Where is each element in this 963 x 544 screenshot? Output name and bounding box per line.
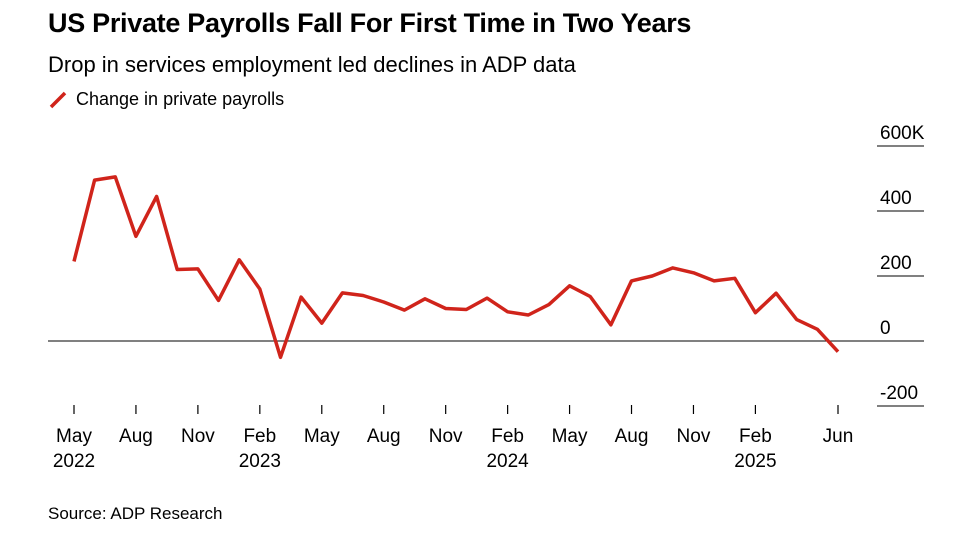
x-tick-label: May [552, 426, 588, 447]
data-point [816, 328, 819, 331]
data-point [444, 307, 447, 310]
data-point [568, 284, 571, 287]
series-line-private-payrolls [72, 175, 840, 360]
data-point [609, 323, 612, 326]
data-point [589, 295, 592, 298]
x-tick-year-label: 2022 [53, 451, 95, 472]
legend: Change in private payrolls [48, 89, 284, 110]
x-tick-year-label: 2023 [239, 451, 281, 472]
data-point [114, 175, 117, 178]
data-point [155, 195, 158, 198]
data-point [424, 297, 427, 300]
x-tick-label: Aug [367, 426, 401, 447]
source-note: Source: ADP Research [48, 504, 223, 523]
data-point [713, 279, 716, 282]
data-point [238, 258, 241, 261]
x-tick-label: Aug [119, 426, 153, 447]
data-point [196, 267, 199, 270]
y-tick-label: 600K [880, 123, 925, 144]
data-point [547, 303, 550, 306]
data-point [630, 279, 633, 282]
data-point [671, 266, 674, 269]
data-point [795, 318, 798, 321]
x-tick-label: May [56, 426, 92, 447]
data-point [775, 292, 778, 295]
data-point [362, 294, 365, 297]
data-point [217, 299, 220, 302]
data-point [465, 308, 468, 311]
data-point [403, 309, 406, 312]
x-tick-label: Feb [739, 426, 772, 447]
data-point [320, 322, 323, 325]
data-point [754, 311, 757, 314]
data-point [651, 275, 654, 278]
y-tick-label: 400 [880, 188, 912, 209]
y-tick-label: 200 [880, 253, 912, 274]
data-point [837, 350, 840, 353]
data-point [527, 314, 530, 317]
data-point [506, 310, 509, 313]
y-tick-label: -200 [880, 383, 918, 404]
x-tick-label: Feb [491, 426, 524, 447]
data-point [485, 297, 488, 300]
data-point [176, 268, 179, 271]
x-tick-label: Nov [429, 426, 463, 447]
data-point [258, 288, 261, 291]
chart-title: US Private Payrolls Fall For First Time … [48, 8, 692, 38]
x-tick-year-label: 2025 [734, 451, 776, 472]
y-tick-label: 0 [880, 318, 891, 339]
legend-label: Change in private payrolls [76, 89, 285, 109]
x-tick-label: Feb [243, 426, 276, 447]
data-point [134, 235, 137, 238]
x-tick-year-label: 2024 [486, 451, 529, 472]
data-point [279, 356, 282, 359]
x-tick-label: Jun [823, 426, 854, 447]
data-point [73, 260, 76, 263]
chart-subtitle: Drop in services employment led declines… [48, 52, 576, 77]
data-point [93, 179, 96, 182]
x-tick-label: Aug [615, 426, 649, 447]
x-tick-label: Nov [181, 426, 215, 447]
data-point [733, 277, 736, 280]
data-point [341, 291, 344, 294]
data-point [300, 296, 303, 299]
data-point [382, 301, 385, 304]
legend-line-icon [49, 91, 67, 108]
x-tick-label: Nov [677, 426, 711, 447]
x-tick-label: May [304, 426, 340, 447]
data-point [692, 271, 695, 274]
